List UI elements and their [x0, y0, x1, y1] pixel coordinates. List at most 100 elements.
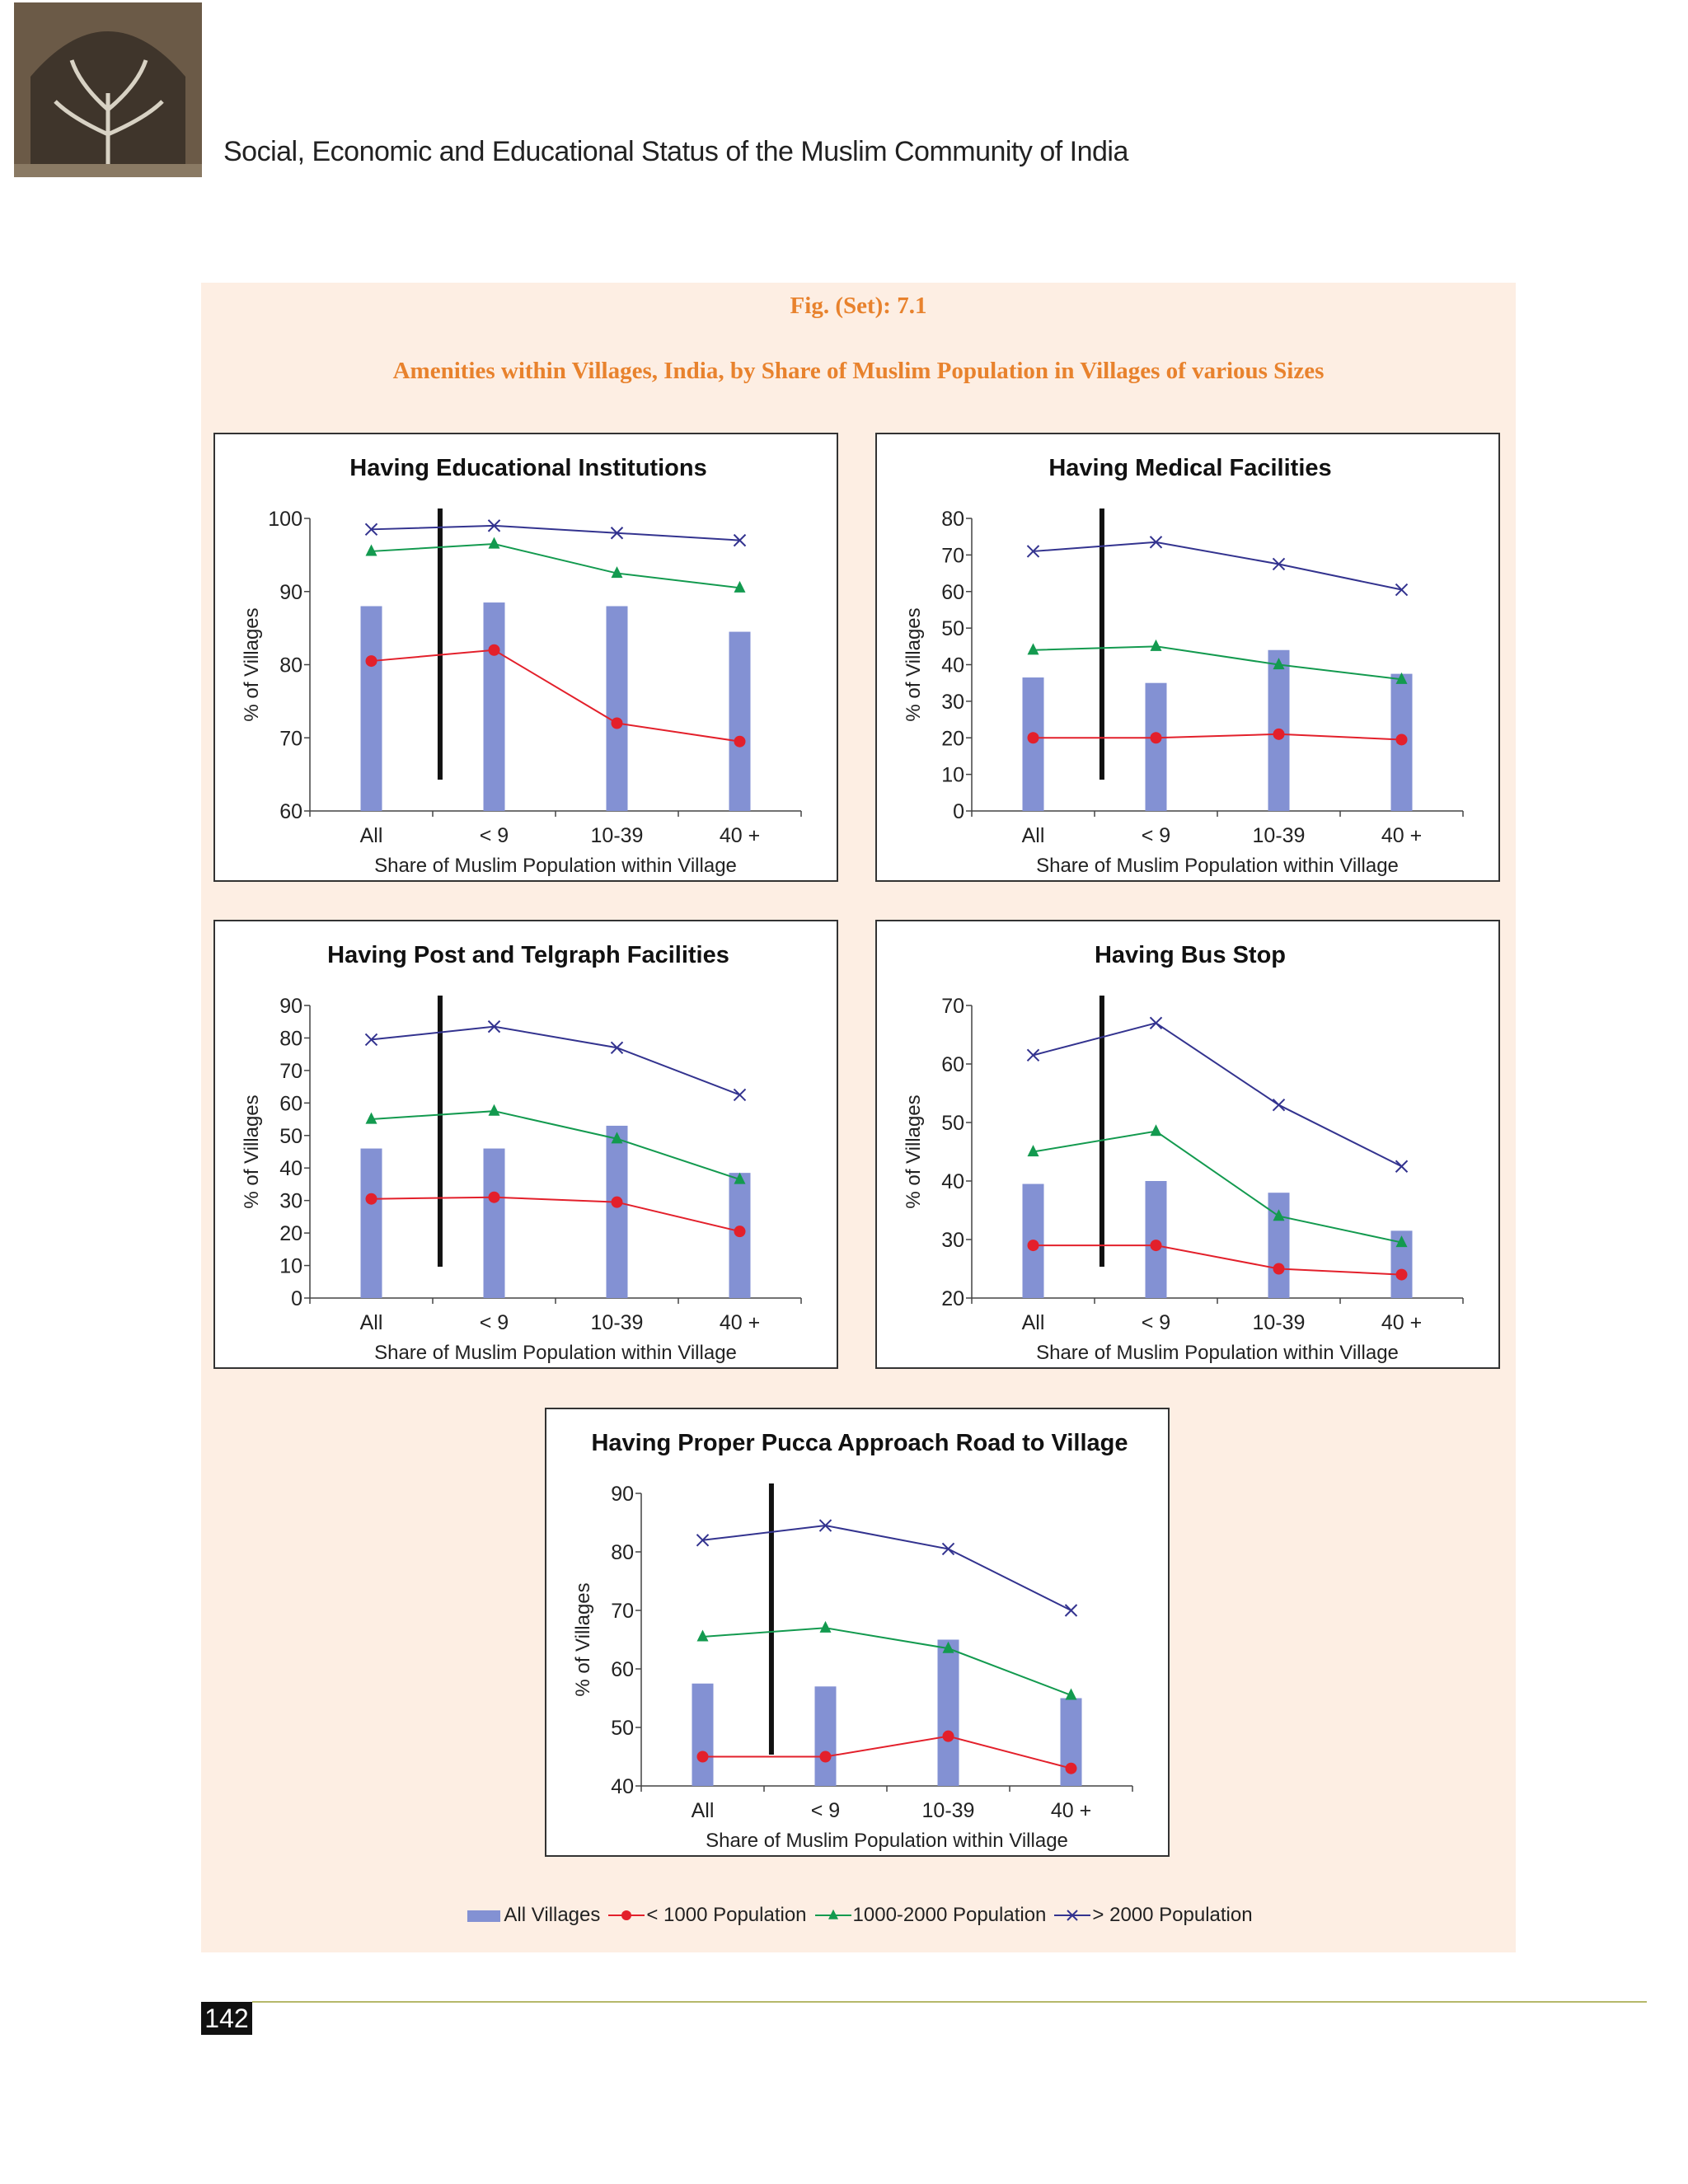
point [610, 1041, 624, 1054]
x-tick-label: < 9 [480, 824, 509, 847]
point [828, 1909, 838, 1919]
line [702, 1627, 1071, 1696]
y-tick-label: 60 [941, 581, 964, 604]
legend-label: < 1000 Population [646, 1904, 807, 1926]
point [1272, 1098, 1286, 1112]
chart-title: Having Bus Stop [1094, 942, 1286, 968]
y-axis-label: % of Villages [241, 1094, 263, 1208]
x-tick-label: < 9 [811, 1799, 840, 1822]
x-axis-label: Share of Muslim Population within Villag… [1036, 1342, 1399, 1364]
y-tick-label: 0 [291, 1287, 302, 1310]
figure-label: Fig. (Set): 7.1 [790, 293, 927, 319]
x-tick-label: All [360, 824, 383, 847]
point [364, 1033, 378, 1047]
y-tick-label: 70 [279, 1060, 302, 1083]
point [1149, 1016, 1163, 1030]
page-number: 142 [201, 2002, 252, 2035]
point [1150, 1124, 1162, 1137]
chart-title: Having Post and Telgraph Facilities [327, 942, 729, 968]
x-tick-label: < 9 [1142, 824, 1170, 847]
legend-label: > 2000 Population [1092, 1904, 1253, 1926]
line [1033, 1244, 1402, 1276]
x-axis-label: Share of Muslim Population within Villag… [1036, 855, 1399, 877]
line [371, 1110, 740, 1180]
chart: 0 10 20 30 40 50 60 70 80 90 All < 9 10-39 40 + Share … [213, 920, 838, 1369]
point [1150, 639, 1162, 651]
point [1150, 1240, 1162, 1252]
point [365, 655, 377, 668]
y-tick-label: 60 [279, 1092, 302, 1115]
bar [360, 606, 382, 811]
point [365, 544, 377, 556]
bar [937, 1639, 959, 1786]
point [611, 1132, 623, 1144]
chart: 20 30 40 50 60 70 All < 9 10-39 40 + Share of Musl… [875, 920, 1500, 1369]
y-tick-label: 50 [941, 617, 964, 640]
y-tick-label: 20 [941, 727, 964, 750]
chart-svg: 0 10 20 30 40 50 60 70 80 All < 9 10-39 40 + Share of… [903, 508, 1464, 877]
point [1065, 1688, 1077, 1700]
point [365, 1193, 377, 1205]
x-tick-label: < 9 [1142, 1311, 1170, 1334]
point [488, 644, 500, 656]
y-axis-label: % of Villages [903, 1094, 925, 1208]
point [1395, 1235, 1408, 1248]
line [371, 1025, 740, 1096]
point [1150, 732, 1162, 744]
x-axis-label: Share of Muslim Population within Villag… [706, 1830, 1068, 1852]
point [1026, 545, 1040, 558]
y-tick-label: 10 [941, 764, 964, 787]
x-tick-label: 40 + [1381, 1311, 1422, 1334]
header-image [14, 2, 202, 177]
y-tick-label: 80 [941, 508, 964, 531]
y-tick-label: 10 [279, 1255, 302, 1278]
legend-swatch [467, 1910, 501, 1922]
y-tick-label: 100 [268, 508, 302, 531]
chart-svg: 0 10 20 30 40 50 60 70 80 90 All < 9 10-39 40 + Share … [241, 995, 802, 1364]
y-axis-label: % of Villages [903, 607, 925, 721]
point [734, 580, 746, 593]
chart: 60 70 80 90 100 All < 9 10-39 40 + Share of Musli… [213, 433, 838, 882]
chart-title: Having Educational Institutions [349, 455, 707, 481]
line [371, 543, 740, 589]
y-tick-label: 80 [279, 1027, 302, 1050]
y-tick-label: 60 [611, 1658, 634, 1681]
point [696, 1629, 709, 1642]
y-tick-label: 60 [279, 800, 302, 823]
point [611, 566, 623, 579]
point [818, 1519, 832, 1532]
x-tick-label: All [360, 1311, 383, 1334]
point [364, 523, 378, 537]
x-tick-label: 10-39 [1253, 824, 1306, 847]
y-tick-label: 80 [279, 654, 302, 677]
chart-title: Having Medical Facilities [1048, 455, 1332, 481]
bar [606, 606, 628, 811]
y-axis-label: % of Villages [241, 607, 263, 721]
point [621, 1910, 632, 1920]
point [1149, 536, 1163, 549]
legend-item: 1000-2000 Population [814, 1904, 1046, 1927]
point [610, 527, 624, 540]
line [702, 1525, 1071, 1611]
point [488, 1191, 500, 1203]
y-axis-label: % of Villages [572, 1582, 594, 1696]
bar [1268, 1193, 1290, 1298]
point [1067, 1910, 1079, 1921]
legend-item: All Villages [464, 1904, 600, 1927]
line [1033, 733, 1402, 741]
point [696, 1534, 710, 1547]
y-tick-label: 80 [611, 1541, 634, 1564]
y-tick-label: 70 [279, 727, 302, 750]
point [819, 1620, 832, 1633]
legend-swatch [608, 1910, 645, 1920]
chart-title: Having Proper Pucca Approach Road to Vil… [591, 1430, 1128, 1456]
point [1273, 658, 1285, 670]
legend-item: > 2000 Population [1053, 1904, 1253, 1927]
point [734, 735, 746, 748]
x-tick-label: 10-39 [591, 1311, 644, 1334]
point [611, 1196, 623, 1208]
line [1033, 541, 1402, 591]
x-tick-label: All [692, 1799, 715, 1822]
point [942, 1641, 954, 1653]
